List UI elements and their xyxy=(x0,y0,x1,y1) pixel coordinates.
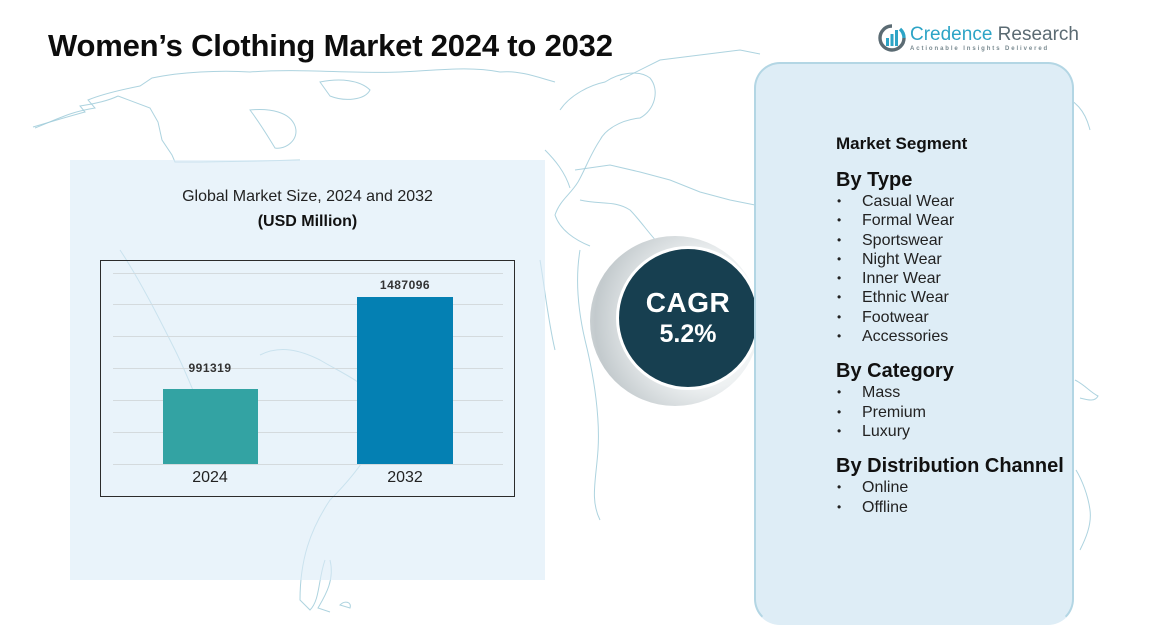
segment-item: • Luxury xyxy=(836,422,1076,441)
cagr-value: 5.2% xyxy=(659,320,717,348)
bullet-icon: • xyxy=(837,271,842,286)
gridline xyxy=(113,304,503,305)
bullet-icon: • xyxy=(837,251,842,266)
logo-name: Credence Research xyxy=(910,25,1079,44)
segment-item: • Premium xyxy=(836,403,1076,422)
segment-item: • Footwear xyxy=(836,308,1076,327)
bar-value-2032: 1487096 xyxy=(379,278,431,292)
segment-group-by-category: By Category • Mass • Premium • Luxury xyxy=(836,359,1076,441)
segment-item: • Casual Wear xyxy=(836,192,1076,211)
segment-item-label: Footwear xyxy=(862,308,929,326)
gridline xyxy=(113,336,503,337)
segment-group-title: By Type xyxy=(836,169,913,191)
gridline xyxy=(113,464,503,465)
cagr-badge: CAGR 5.2% xyxy=(616,246,760,390)
segment-item-label: Mass xyxy=(862,384,901,402)
segment-item-label: Luxury xyxy=(862,422,911,440)
bullet-icon: • xyxy=(837,404,842,419)
segment-group-by-type: By Type • Casual Wear • Formal Wear • Sport… xyxy=(836,168,1076,346)
bar-category-2032: 2032 xyxy=(387,469,423,486)
market-segment-panel xyxy=(754,62,1074,625)
segment-item-label: Sportswear xyxy=(862,231,943,249)
gridline xyxy=(113,432,503,433)
chart-unit-label: (USD Million) xyxy=(257,213,358,230)
segment-item: • Night Wear xyxy=(836,250,1076,269)
segment-item-label: Inner Wear xyxy=(862,270,941,288)
bar-category-2024: 2024 xyxy=(192,469,228,486)
credence-research-logo: Credence Research Actionable Insights De… xyxy=(878,24,1079,52)
bullet-icon: • xyxy=(837,423,842,438)
segment-item: • Mass xyxy=(836,383,1076,402)
chart-title: Global Market Size, 2024 and 2032 xyxy=(182,188,433,205)
gridline xyxy=(113,273,503,274)
bar-2024 xyxy=(163,389,258,464)
segment-item-label: Premium xyxy=(862,403,927,421)
segment-item-label: Online xyxy=(862,479,909,497)
bar-2032 xyxy=(357,297,453,464)
bullet-icon: • xyxy=(837,309,842,324)
segment-item: • Offline xyxy=(836,498,1076,517)
bullet-icon: • xyxy=(837,194,842,208)
segment-group-title: By Distribution Channel xyxy=(836,455,1064,478)
segment-item-label: Casual Wear xyxy=(862,193,955,210)
bullet-icon: • xyxy=(837,329,842,344)
segment-item: • Online xyxy=(836,478,1076,497)
gridline xyxy=(113,368,503,369)
segment-item-label: Night Wear xyxy=(862,250,942,268)
segment-item: • Accessories xyxy=(836,327,1076,346)
segment-item: • Inner Wear xyxy=(836,269,1076,288)
market-segments: Market Segment By Type • Casual Wear • For… xyxy=(836,134,1076,530)
segment-group-by-distribution-channel: By Distribution Channel • Online • Offline xyxy=(836,454,1076,517)
segment-item: • Formal Wear xyxy=(836,211,1076,230)
page-title: Women’s Clothing Market 2024 to 2032 xyxy=(48,28,613,63)
bar-chart-in-circle-icon xyxy=(878,24,906,52)
segment-item: • Ethnic Wear xyxy=(836,288,1076,307)
cagr-label: CAGR xyxy=(645,287,731,318)
segment-item-label: Ethnic Wear xyxy=(862,289,949,307)
bullet-icon: • xyxy=(837,232,842,247)
segment-heading: Market Segment xyxy=(836,134,968,153)
logo-tagline: Actionable Insights Delivered xyxy=(910,45,1050,52)
segment-item-label: Offline xyxy=(862,498,908,516)
segment-item-label: Accessories xyxy=(862,328,949,346)
bullet-icon: • xyxy=(837,213,842,228)
segment-item: • Sportswear xyxy=(836,231,1076,250)
bullet-icon: • xyxy=(837,290,842,305)
logo-name-part2: Research xyxy=(992,23,1079,45)
logo-name-part1: Credence xyxy=(910,23,993,45)
bar-value-2024: 991319 xyxy=(188,361,232,375)
market-size-chart-panel: Global Market Size, 2024 and 2032 (USD M… xyxy=(70,160,545,580)
bullet-icon: • xyxy=(837,480,842,495)
segment-item-label: Formal Wear xyxy=(862,212,955,230)
bullet-icon: • xyxy=(837,499,842,514)
bullet-icon: • xyxy=(837,385,842,400)
segment-group-title: By Category xyxy=(836,360,954,383)
bar-chart: 991319 2024 1487096 2032 xyxy=(100,260,515,497)
gridline xyxy=(113,400,503,401)
